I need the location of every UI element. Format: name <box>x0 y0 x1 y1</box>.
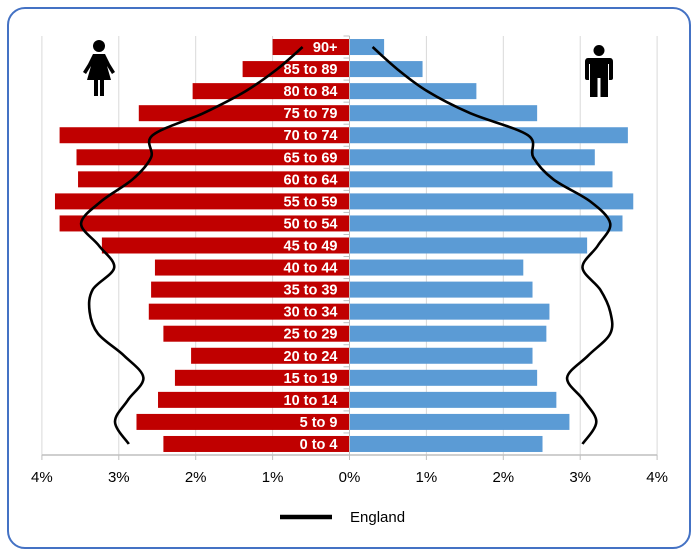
x-axis: 4% 3% 2% 1% 0% 1% 2% 3% 4% <box>31 454 668 486</box>
england-line-male <box>371 46 614 445</box>
legend-label-england: England <box>350 509 405 526</box>
x-tick-label: 2% <box>185 469 207 486</box>
x-tick-label: 2% <box>492 469 514 486</box>
female-bar <box>54 193 350 210</box>
age-group-label: 35 to 39 <box>284 283 338 299</box>
x-tick-label: 4% <box>646 469 668 486</box>
england-lines <box>79 46 614 445</box>
x-tick-label: 0% <box>339 469 361 486</box>
female-bar <box>163 325 350 342</box>
male-bar <box>349 149 595 166</box>
female-bar <box>191 347 350 364</box>
male-bar <box>349 105 538 122</box>
female-bar <box>136 413 350 430</box>
male-bar <box>349 413 570 430</box>
age-group-label: 65 to 69 <box>284 150 338 166</box>
male-bar <box>349 215 623 232</box>
male-bar <box>349 237 588 254</box>
age-group-label: 45 to 49 <box>284 239 338 255</box>
england-line-female <box>79 46 304 445</box>
female-bar <box>76 149 350 166</box>
female-bar <box>192 83 350 100</box>
age-group-label: 20 to 24 <box>284 349 338 365</box>
male-bar <box>349 303 550 320</box>
age-group-label: 30 to 34 <box>284 305 338 321</box>
male-bars <box>349 39 634 452</box>
female-bar <box>151 281 350 298</box>
age-group-label: 55 to 59 <box>284 194 338 210</box>
x-tick-label: 3% <box>108 469 130 486</box>
age-group-label: 70 to 74 <box>284 128 338 144</box>
male-bar <box>349 281 533 298</box>
male-bar <box>349 61 423 78</box>
age-group-label: 5 to 9 <box>300 415 338 431</box>
female-bar <box>158 391 350 408</box>
x-tick-label: 1% <box>416 469 438 486</box>
male-bar <box>349 347 533 364</box>
female-bar <box>78 171 350 188</box>
male-bar <box>349 83 477 100</box>
age-group-label: 50 to 54 <box>284 216 338 232</box>
age-group-label: 80 to 84 <box>284 84 338 100</box>
age-group-label: 0 to 4 <box>300 437 338 453</box>
female-bar <box>148 303 350 320</box>
female-bar <box>272 39 350 56</box>
female-bars <box>54 39 350 452</box>
male-bar <box>349 259 524 276</box>
female-bar <box>163 435 350 452</box>
male-bar <box>349 325 547 342</box>
age-group-labels: 90+ 85 to 89 80 to 84 75 to 79 70 to 74 65 to… <box>284 40 338 453</box>
female-bar <box>59 215 350 232</box>
age-group-label: 40 to 44 <box>284 261 338 277</box>
male-bar <box>349 391 557 408</box>
age-group-label: 90+ <box>313 40 338 56</box>
x-tick-label: 3% <box>569 469 591 486</box>
male-bar <box>349 193 634 210</box>
age-group-label: 75 to 79 <box>284 106 338 122</box>
age-group-label: 25 to 29 <box>284 327 338 343</box>
male-icon <box>585 45 613 97</box>
age-group-label: 60 to 64 <box>284 172 338 188</box>
age-group-label: 15 to 19 <box>284 371 338 387</box>
legend: England <box>280 509 405 526</box>
age-group-label: 85 to 89 <box>284 62 338 78</box>
male-bar <box>349 171 613 188</box>
male-bar <box>349 127 628 144</box>
female-icon <box>83 40 115 96</box>
x-tick-label: 4% <box>31 469 53 486</box>
x-tick-label: 1% <box>262 469 284 486</box>
female-bar <box>174 369 350 386</box>
male-bar <box>349 369 538 386</box>
female-bar <box>154 259 350 276</box>
female-bar <box>101 237 350 254</box>
female-bar <box>59 127 350 144</box>
female-bar <box>242 61 350 78</box>
male-bar <box>349 435 543 452</box>
age-group-label: 10 to 14 <box>284 393 338 409</box>
